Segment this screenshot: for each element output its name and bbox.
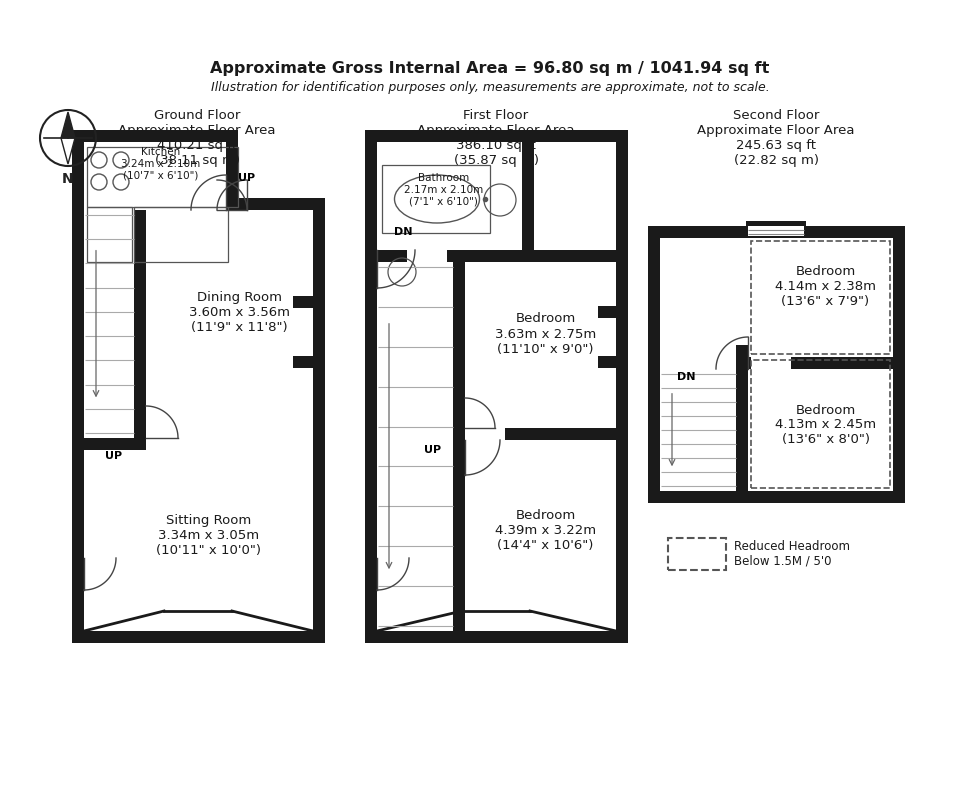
Bar <box>453 262 465 643</box>
Bar <box>791 357 893 369</box>
Text: Illustration for identification purposes only, measurements are approximate, not: Illustration for identification purposes… <box>211 81 769 94</box>
Bar <box>72 631 325 643</box>
Text: UP: UP <box>238 173 256 183</box>
Bar <box>648 226 660 503</box>
Bar <box>72 631 86 643</box>
Bar <box>614 631 628 643</box>
Bar <box>72 130 238 142</box>
Text: N: N <box>62 172 74 186</box>
Text: Sitting Room
3.34m x 3.05m
(10'11" x 10'0"): Sitting Room 3.34m x 3.05m (10'11" x 10'… <box>156 514 261 557</box>
Text: Bedroom
4.39m x 3.22m
(14'4" x 10'6"): Bedroom 4.39m x 3.22m (14'4" x 10'6") <box>495 509 596 552</box>
Bar <box>365 250 407 262</box>
Text: Kitchen
3.24m x 2.10m
(10'7" x 6'10"): Kitchen 3.24m x 2.10m (10'7" x 6'10") <box>122 148 201 180</box>
Text: UP: UP <box>106 451 122 461</box>
Bar <box>226 198 325 210</box>
Bar <box>226 130 238 198</box>
Bar <box>447 250 628 262</box>
Text: Second Floor
Approximate Floor Area
245.63 sq ft
(22.82 sq m): Second Floor Approximate Floor Area 245.… <box>697 109 855 167</box>
Bar <box>365 631 628 643</box>
Bar <box>72 607 84 643</box>
Text: Ground Floor
Approximate Floor Area
410.21 sq ft
(38.11 sq m): Ground Floor Approximate Floor Area 410.… <box>119 109 275 167</box>
Bar <box>505 428 616 440</box>
Bar <box>365 130 628 142</box>
Bar <box>84 438 146 450</box>
Bar <box>648 491 905 503</box>
Bar <box>134 210 146 438</box>
Bar <box>598 356 616 368</box>
Bar <box>616 130 628 643</box>
Bar <box>87 207 132 262</box>
Text: Bedroom
4.14m x 2.38m
(13'6" x 7'9"): Bedroom 4.14m x 2.38m (13'6" x 7'9") <box>775 265 876 308</box>
Bar <box>313 198 325 643</box>
Bar <box>365 607 377 643</box>
Text: Approximate Gross Internal Area = 96.80 sq m / 1041.94 sq ft: Approximate Gross Internal Area = 96.80 … <box>211 61 769 76</box>
Text: DN: DN <box>677 372 695 382</box>
Bar <box>893 226 905 503</box>
Polygon shape <box>61 112 75 138</box>
Text: Reduced Headroom
Below 1.5M / 5'0: Reduced Headroom Below 1.5M / 5'0 <box>734 540 850 568</box>
Text: Bedroom
3.63m x 2.75m
(11'10" x 9'0"): Bedroom 3.63m x 2.75m (11'10" x 9'0") <box>495 313 596 355</box>
Bar <box>313 607 325 643</box>
Text: DN: DN <box>394 227 413 237</box>
Bar <box>453 428 465 440</box>
Polygon shape <box>61 138 75 164</box>
Bar <box>736 345 748 503</box>
Bar <box>746 221 806 238</box>
Bar <box>522 130 534 262</box>
Text: Dining Room
3.60m x 3.56m
(11'9" x 11'8"): Dining Room 3.60m x 3.56m (11'9" x 11'8"… <box>189 291 290 334</box>
Text: Bathroom
2.17m x 2.10m
(7'1" x 6'10"): Bathroom 2.17m x 2.10m (7'1" x 6'10") <box>404 173 483 207</box>
Bar <box>134 207 228 262</box>
Bar <box>736 357 751 369</box>
Bar <box>751 241 890 354</box>
Text: Bedroom
4.13m x 2.45m
(13'6" x 8'0"): Bedroom 4.13m x 2.45m (13'6" x 8'0") <box>775 404 876 447</box>
Bar <box>748 226 804 236</box>
Bar <box>382 165 490 233</box>
Bar <box>648 226 905 238</box>
Bar <box>293 356 313 368</box>
Bar <box>751 360 890 488</box>
Text: UP: UP <box>424 445 442 455</box>
Bar <box>365 631 379 643</box>
Bar <box>293 296 313 308</box>
Bar <box>365 130 377 643</box>
Bar <box>72 130 84 643</box>
Bar <box>598 306 616 318</box>
Bar <box>87 147 238 207</box>
Bar <box>616 607 628 643</box>
Text: First Floor
Approximate Floor Area
386.10 sq ft
(35.87 sq m): First Floor Approximate Floor Area 386.1… <box>417 109 574 167</box>
Bar <box>311 631 325 643</box>
Bar <box>668 538 726 570</box>
